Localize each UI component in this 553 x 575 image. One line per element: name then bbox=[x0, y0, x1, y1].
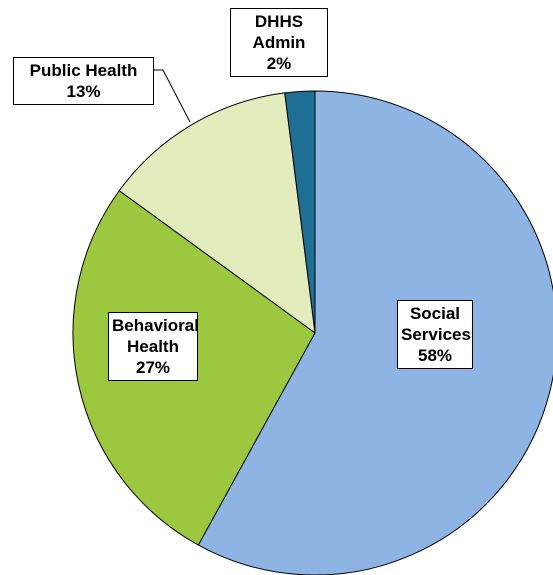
value-label: 58% bbox=[417, 346, 453, 365]
slice-label: Social Services 58% bbox=[397, 300, 473, 369]
value-label: 2% bbox=[266, 54, 292, 73]
category-name: Public Health bbox=[29, 61, 138, 80]
value-label: 13% bbox=[66, 82, 101, 101]
category-name: Behavioral Health bbox=[112, 316, 199, 356]
category-name: DHHS Admin bbox=[252, 12, 306, 52]
value-label: 27% bbox=[135, 358, 171, 377]
leader-line bbox=[153, 69, 191, 123]
slice-label: DHHS Admin 2% bbox=[230, 8, 328, 77]
slice-label: Public Health 13% bbox=[13, 57, 154, 105]
slice-label: Behavioral Health 27% bbox=[108, 312, 199, 381]
pie-slice bbox=[118, 92, 316, 335]
category-name: Social Services bbox=[401, 304, 471, 344]
